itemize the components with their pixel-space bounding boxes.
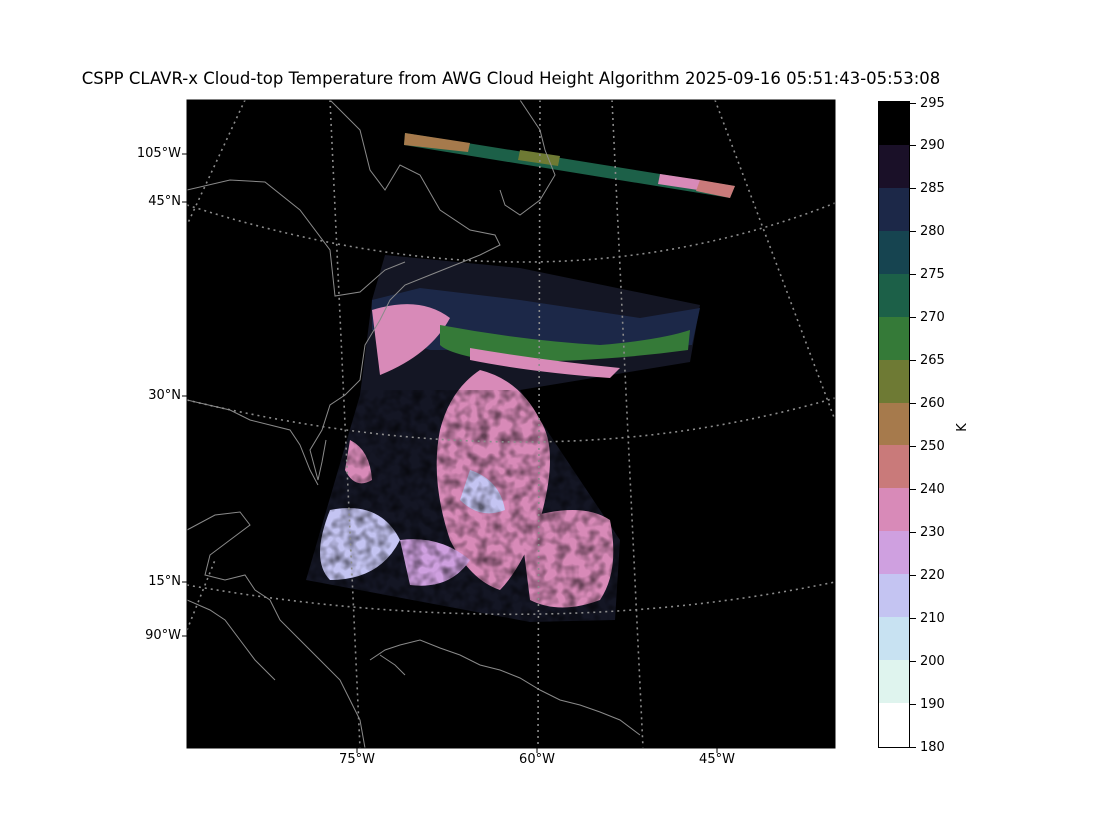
- axis-ticks: [182, 153, 718, 753]
- colorbar: [878, 101, 910, 748]
- figure-title: CSPP CLAVR-x Cloud-top Temperature from …: [81, 69, 941, 88]
- colorbar-tick-label: 295: [920, 95, 945, 111]
- lat-label: 30°N: [148, 388, 181, 403]
- colorbar-tick-label: 180: [920, 739, 945, 755]
- colorbar-segment: [879, 617, 909, 661]
- colorbar-tick: [910, 660, 916, 662]
- colorbar-tick: [910, 617, 916, 619]
- colorbar-tick-label: 210: [920, 610, 945, 626]
- lon-label: 45°W: [699, 752, 735, 767]
- colorbar-tick: [910, 531, 916, 533]
- colorbar-tick: [910, 746, 916, 748]
- colorbar-tick-label: 290: [920, 138, 945, 154]
- colorbar-segment: [879, 402, 909, 446]
- colorbar-segment: [879, 102, 909, 146]
- colorbar-segment: [879, 574, 909, 618]
- colorbar-tick: [910, 488, 916, 490]
- colorbar-segment: [879, 445, 909, 489]
- colorbar-tick: [910, 274, 916, 276]
- colorbar-segment: [879, 230, 909, 275]
- colorbar-tick: [910, 403, 916, 405]
- colorbar-tick: [910, 317, 916, 319]
- colorbar-segment: [879, 187, 909, 232]
- lat-label: 15°N: [148, 574, 181, 589]
- colorbar-segment: [879, 273, 909, 318]
- colorbar-tick-label: 190: [920, 696, 945, 712]
- lat-label: 90°W: [145, 628, 181, 643]
- colorbar-segment: [879, 359, 909, 404]
- colorbar-segment: [879, 531, 909, 575]
- colorbar-tick-label: 285: [920, 181, 945, 197]
- colorbar-tick: [910, 360, 916, 362]
- colorbar-tick-label: 220: [920, 567, 945, 583]
- colorbar-tick-label: 230: [920, 524, 945, 540]
- colorbar-tick: [910, 703, 916, 705]
- colorbar-tick: [910, 231, 916, 233]
- cloud-swath: [306, 255, 700, 622]
- colorbar-tick: [910, 145, 916, 147]
- colorbar-segment: [879, 488, 909, 532]
- colorbar-tick-label: 265: [920, 353, 945, 369]
- colorbar-tick: [910, 102, 916, 104]
- lon-label: 75°W: [339, 752, 375, 767]
- colorbar-tick-label: 240: [920, 481, 945, 497]
- colorbar-unit-label: K: [954, 423, 970, 432]
- colorbar-tick-label: 260: [920, 396, 945, 412]
- lat-label: 105°W: [136, 146, 181, 161]
- lon-label: 60°W: [519, 752, 555, 767]
- colorbar-segment: [879, 703, 909, 747]
- graticule: [187, 100, 835, 748]
- colorbar-tick-label: 275: [920, 267, 945, 283]
- colorbar-tick-label: 250: [920, 438, 945, 454]
- colorbar-segment: [879, 316, 909, 361]
- lat-label: 45°N: [148, 194, 181, 209]
- colorbar-tick-label: 280: [920, 224, 945, 240]
- colorbar-tick: [910, 574, 916, 576]
- map-frame: [186, 99, 836, 749]
- coastlines: [187, 100, 641, 748]
- colorbar-tick-label: 200: [920, 653, 945, 669]
- colorbar-tick: [910, 188, 916, 190]
- colorbar-tick-label: 270: [920, 310, 945, 326]
- colorbar-tick: [910, 445, 916, 447]
- colorbar-segment: [879, 144, 909, 189]
- colorbar-segment: [879, 660, 909, 704]
